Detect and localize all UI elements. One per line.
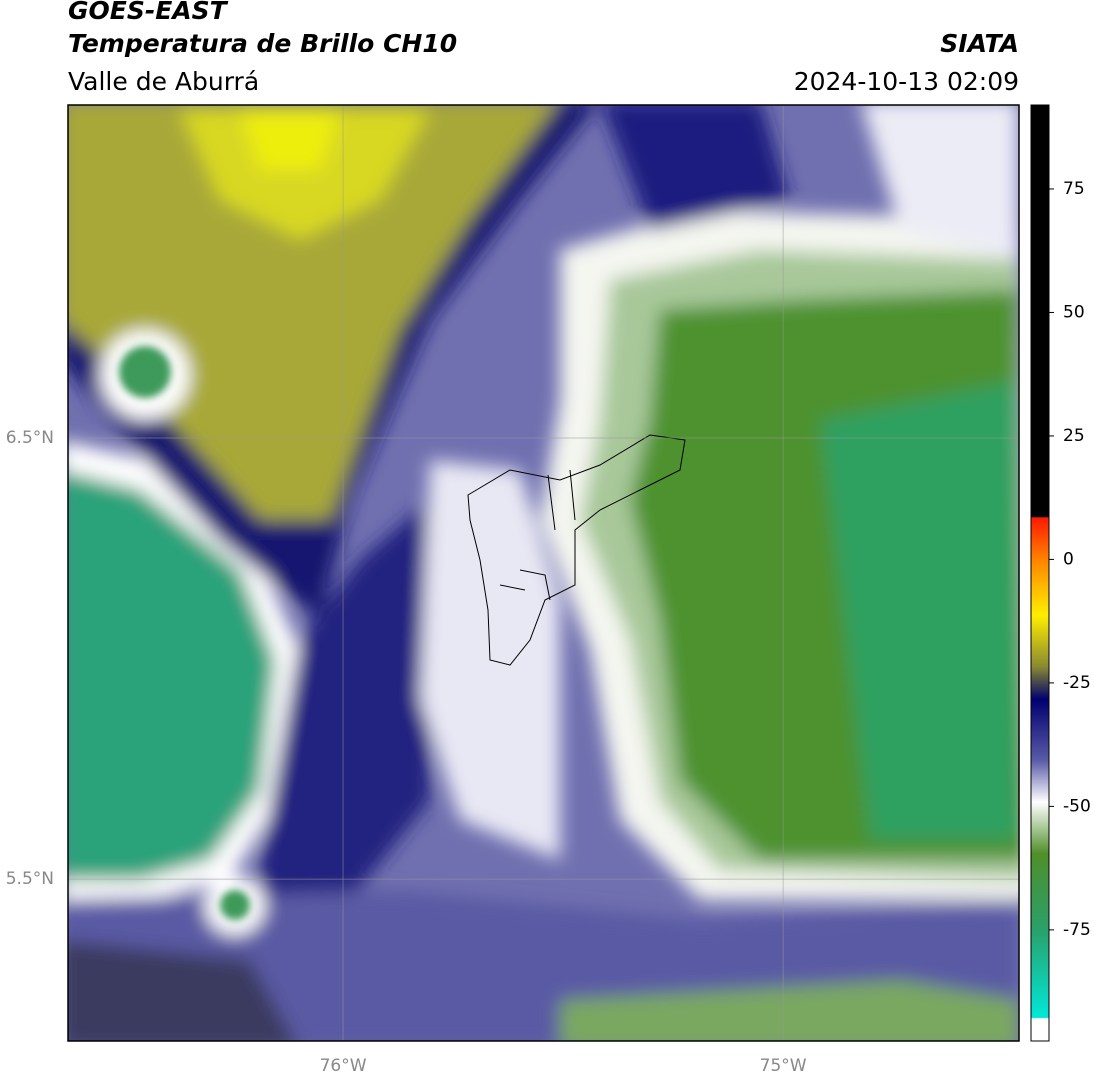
lat-label: 5.5°N xyxy=(6,869,54,889)
lon-label: 75°W xyxy=(760,1056,807,1076)
lon-label: 76°W xyxy=(320,1056,367,1076)
graticule xyxy=(68,105,1019,1041)
source: SIATA xyxy=(940,29,1019,58)
colorbar-tick-label: -50 xyxy=(1063,796,1091,816)
subtitle: Valle de Aburrá xyxy=(68,67,259,96)
colorbar-tick-label: 0 xyxy=(1063,549,1074,569)
map-frame xyxy=(67,104,1020,1042)
colorbar-tick-label: 25 xyxy=(1063,426,1085,446)
colorbar-tick-label: -75 xyxy=(1063,920,1091,940)
colorbar-tick-label: -25 xyxy=(1063,673,1091,693)
lat-label: 6.5°N xyxy=(6,428,54,448)
satellite-image xyxy=(68,105,1019,1041)
colorbar-tick-label: 75 xyxy=(1063,179,1085,199)
datetime: 2024-10-13 02:09 xyxy=(794,67,1019,96)
colorbar-tick-label: 50 xyxy=(1063,302,1085,322)
title: Temperatura de Brillo CH10 xyxy=(68,29,457,58)
colorbar xyxy=(1030,104,1050,1042)
title-line: GOES-EAST xyxy=(68,0,229,25)
